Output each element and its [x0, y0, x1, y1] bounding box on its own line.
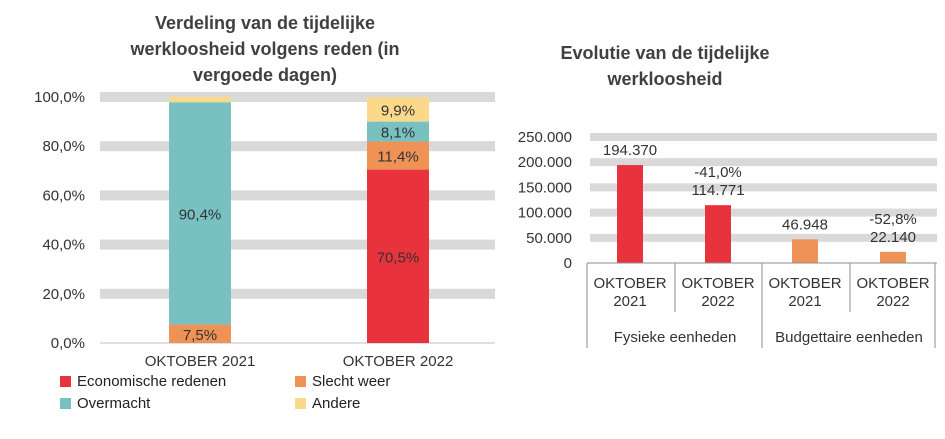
y-tick-label: 40,0%: [42, 237, 85, 254]
data-label: 22.140: [870, 229, 916, 246]
legend-item-andere: Andere: [295, 395, 360, 412]
gridline-band: [100, 239, 495, 250]
y-tick-label: 100.000: [518, 205, 572, 222]
x-tick-label: 2022: [701, 293, 734, 310]
chart1-title-line: Verdeling van de tijdelijke: [154, 13, 376, 33]
x-tick-label: OKTOBER 2021: [145, 353, 256, 370]
x-tick-label: OKTOBER: [768, 275, 841, 292]
data-label: 90,4%: [179, 206, 222, 223]
bar: [705, 205, 731, 263]
gridline-band: [590, 158, 937, 167]
x-tick-label: 2021: [613, 293, 646, 310]
legend-swatch: [60, 376, 71, 387]
gridline-band: [100, 288, 495, 299]
data-label: 7,5%: [183, 327, 217, 344]
y-tick-label: 200.000: [518, 154, 572, 171]
legend-swatch: [295, 398, 306, 409]
x-tick-label: 2021: [788, 293, 821, 310]
bar: [617, 165, 643, 263]
gridline-band: [590, 133, 937, 141]
gridline-band: [590, 233, 937, 242]
legend-swatch: [295, 376, 306, 387]
group-label: Fysieke eenheden: [614, 329, 737, 346]
y-tick-label: 0,0%: [51, 335, 85, 352]
data-label: 9,9%: [381, 102, 415, 119]
data-label: 194.370: [603, 142, 657, 159]
data-label: 11,4%: [377, 149, 418, 166]
legend-item-slecht-weer: Slecht weer: [295, 373, 390, 390]
bar-segment: [367, 169, 429, 343]
gridline-band: [100, 190, 495, 201]
x-tick-label: OKTOBER: [856, 275, 929, 292]
data-label: 70,5%: [377, 249, 420, 266]
group-label: Budgettaire eenheden: [775, 329, 923, 346]
y-tick-label: 50.000: [526, 230, 572, 247]
chart1-title-line: werkloosheid volgens reden (in: [130, 39, 400, 59]
x-tick-label: OKTOBER 2022: [343, 353, 454, 370]
y-tick-label: 250.000: [518, 129, 572, 146]
bar-segment: [367, 121, 429, 142]
y-tick-label: 150.000: [518, 179, 572, 196]
x-tick-label: OKTOBER: [593, 275, 666, 292]
gridline-band: [100, 92, 495, 102]
bar-segment: [367, 141, 429, 170]
bar-segment: [169, 102, 231, 325]
bar: [880, 251, 906, 263]
chart2-title: Evolutie van de tijdelijke werkloosheid: [520, 40, 810, 92]
gridline-band: [590, 183, 937, 192]
y-tick-label: 60,0%: [42, 187, 85, 204]
chart2-title-line: werkloosheid: [607, 69, 723, 89]
y-tick-label: 100,0%: [34, 89, 85, 106]
gridline-band: [590, 208, 937, 217]
legend-swatch: [60, 398, 71, 409]
legend-item-overmacht: Overmacht: [60, 395, 150, 412]
x-tick-label: OKTOBER: [681, 275, 754, 292]
data-label: 46.948: [782, 216, 828, 233]
y-tick-label: 0: [564, 255, 572, 272]
change-label: -52,8%: [869, 211, 917, 228]
change-label: -41,0%: [694, 164, 742, 181]
chart1-title: Verdeling van de tijdelijke werkloosheid…: [90, 10, 440, 88]
bar-segment: [169, 324, 231, 343]
legend-label: Andere: [312, 395, 361, 412]
data-label: 8,1%: [381, 125, 415, 142]
bar-segment: [367, 97, 429, 122]
legend-label: Economische redenen: [77, 373, 227, 390]
bar: [792, 239, 818, 263]
y-tick-label: 80,0%: [42, 138, 85, 155]
legend-label: Slecht weer: [312, 373, 391, 390]
data-label: 114.771: [691, 182, 744, 199]
legend-label: Overmacht: [77, 395, 151, 412]
legend-item-economische-redenen: Economische redenen: [60, 373, 226, 390]
gridline-band: [100, 141, 495, 152]
chart1-title-line: vergoede dagen): [192, 65, 338, 85]
bar-segment: [169, 97, 231, 103]
x-tick-label: 2022: [876, 293, 909, 310]
y-tick-label: 20,0%: [42, 286, 85, 303]
chart2-title-line: Evolutie van de tijdelijke: [560, 43, 770, 63]
